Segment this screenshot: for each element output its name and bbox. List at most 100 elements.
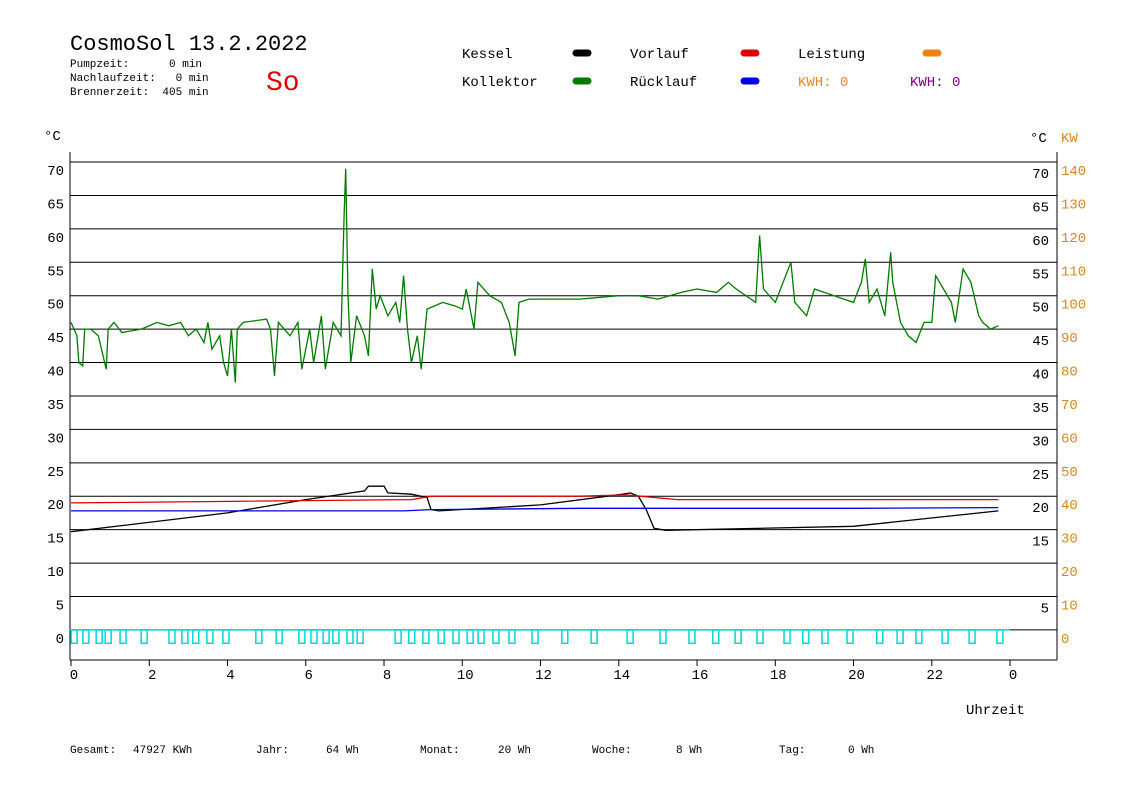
pump-pulse (70, 629, 78, 645)
x-tick-label: 4 (226, 668, 234, 684)
pump-pulse (941, 629, 949, 645)
pump-pulse (140, 629, 148, 645)
pump-pulse (255, 629, 263, 645)
pump-pulse (626, 629, 634, 645)
y-tick-label: 5 (56, 599, 64, 615)
pump-pulse (275, 629, 283, 645)
y2-tick-label: 40 (1061, 498, 1078, 514)
y-right-tick-label: 40 (1032, 368, 1049, 384)
footer-text: 0 Wh (848, 745, 874, 757)
series-line (70, 485, 999, 533)
x-tick-label: 6 (305, 668, 313, 684)
x-tick-label: 16 (692, 668, 709, 684)
x-tick-label: 0 (70, 668, 78, 684)
y-tick-label: 60 (47, 231, 64, 247)
y-right-tick-label: 25 (1032, 468, 1049, 484)
pump-pulse (783, 629, 791, 645)
y-right-tick-label: 5 (1041, 602, 1049, 618)
x-label: Uhrzeit (966, 703, 1025, 719)
footer-text: 47927 KWh (133, 745, 192, 757)
y2-tick-label: 10 (1061, 599, 1078, 615)
pump-pulse (734, 629, 742, 645)
y2-tick-label: 30 (1061, 532, 1078, 548)
pump-pulse (561, 629, 569, 645)
info-line: Brennerzeit: 405 min (70, 87, 209, 99)
series-line (70, 168, 999, 383)
legend-label: Kessel (462, 47, 512, 63)
legend-label: Kollektor (462, 75, 538, 91)
y2-tick-label: 110 (1061, 264, 1086, 280)
y2-tick-label: 70 (1061, 398, 1078, 414)
pump-pulse (659, 629, 667, 645)
pump-pulse (876, 629, 884, 645)
legend-label: Leistung (798, 47, 865, 63)
y2-tick-label: 130 (1061, 197, 1086, 213)
x-tick-label: 18 (770, 668, 787, 684)
pump-pulse (477, 629, 485, 645)
pump-pulse (846, 629, 854, 645)
y-tick-label: 50 (47, 298, 64, 314)
y-tick-label: 40 (47, 365, 64, 381)
pump-pulse (422, 629, 430, 645)
pump-pulse (688, 629, 696, 645)
pump-pulse (356, 629, 364, 645)
y-tick-label: 65 (47, 197, 64, 213)
x-tick-label: 20 (848, 668, 865, 684)
x-tick-label: 10 (457, 668, 474, 684)
pump-pulse (104, 629, 112, 645)
pump-pulse (756, 629, 764, 645)
pump-pulse (394, 629, 402, 645)
pump-pulse (82, 629, 90, 645)
footer-text: 8 Wh (676, 745, 702, 757)
y2-tick-label: 80 (1061, 365, 1078, 381)
footer-text: 20 Wh (498, 745, 531, 757)
y-right-tick-label: 60 (1032, 234, 1049, 250)
y2-label: KW (1061, 131, 1078, 147)
y2-tick-label: 0 (1061, 632, 1069, 648)
y2-tick-label: 140 (1061, 164, 1086, 180)
y-tick-label: 70 (47, 164, 64, 180)
pump-pulse (206, 629, 214, 645)
x-tick-label: 0 (1009, 668, 1017, 684)
pump-pulse (712, 629, 720, 645)
y-tick-label: 25 (47, 465, 64, 481)
info-line: Nachlaufzeit: 0 min (70, 73, 209, 85)
y-right-tick-label: 55 (1032, 267, 1049, 283)
kwh-label: KWH: 0 (910, 75, 960, 91)
y-tick-label: 35 (47, 398, 64, 414)
y-tick-label: 0 (56, 632, 64, 648)
y-tick-label: 20 (47, 498, 64, 514)
footer-text: Monat: (420, 745, 460, 757)
y-right-tick-label: 35 (1032, 401, 1049, 417)
footer-text: Jahr: (256, 745, 289, 757)
y2-tick-label: 90 (1061, 331, 1078, 347)
y2-tick-label: 20 (1061, 565, 1078, 581)
y2-tick-label: 50 (1061, 465, 1078, 481)
y2-tick-label: 60 (1061, 431, 1078, 447)
pump-pulse (346, 629, 354, 645)
y-right-tick-label: 70 (1032, 167, 1049, 183)
pump-pulse (492, 629, 500, 645)
pump-pulse (95, 629, 103, 645)
footer-text: 64 Wh (326, 745, 359, 757)
series-line (70, 494, 999, 504)
pump-pulse (192, 629, 200, 645)
pump-pulse (996, 629, 1004, 645)
pump-pulse (222, 629, 230, 645)
y-tick-label: 45 (47, 331, 64, 347)
pump-pulse (310, 629, 318, 645)
y-tick-label: 15 (47, 532, 64, 548)
pump-pulse (802, 629, 810, 645)
x-tick-label: 8 (383, 668, 391, 684)
chart-title: CosmoSol 13.2.2022 (70, 32, 308, 57)
x-tick-label: 22 (926, 668, 943, 684)
y-label: °C (44, 129, 61, 145)
pump-pulse (168, 629, 176, 645)
pump-pulse (915, 629, 923, 645)
pump-pulse (466, 629, 474, 645)
pump-pulse (298, 629, 306, 645)
y-tick-label: 30 (47, 431, 64, 447)
pump-pulse (452, 629, 460, 645)
pump-pulse (508, 629, 516, 645)
